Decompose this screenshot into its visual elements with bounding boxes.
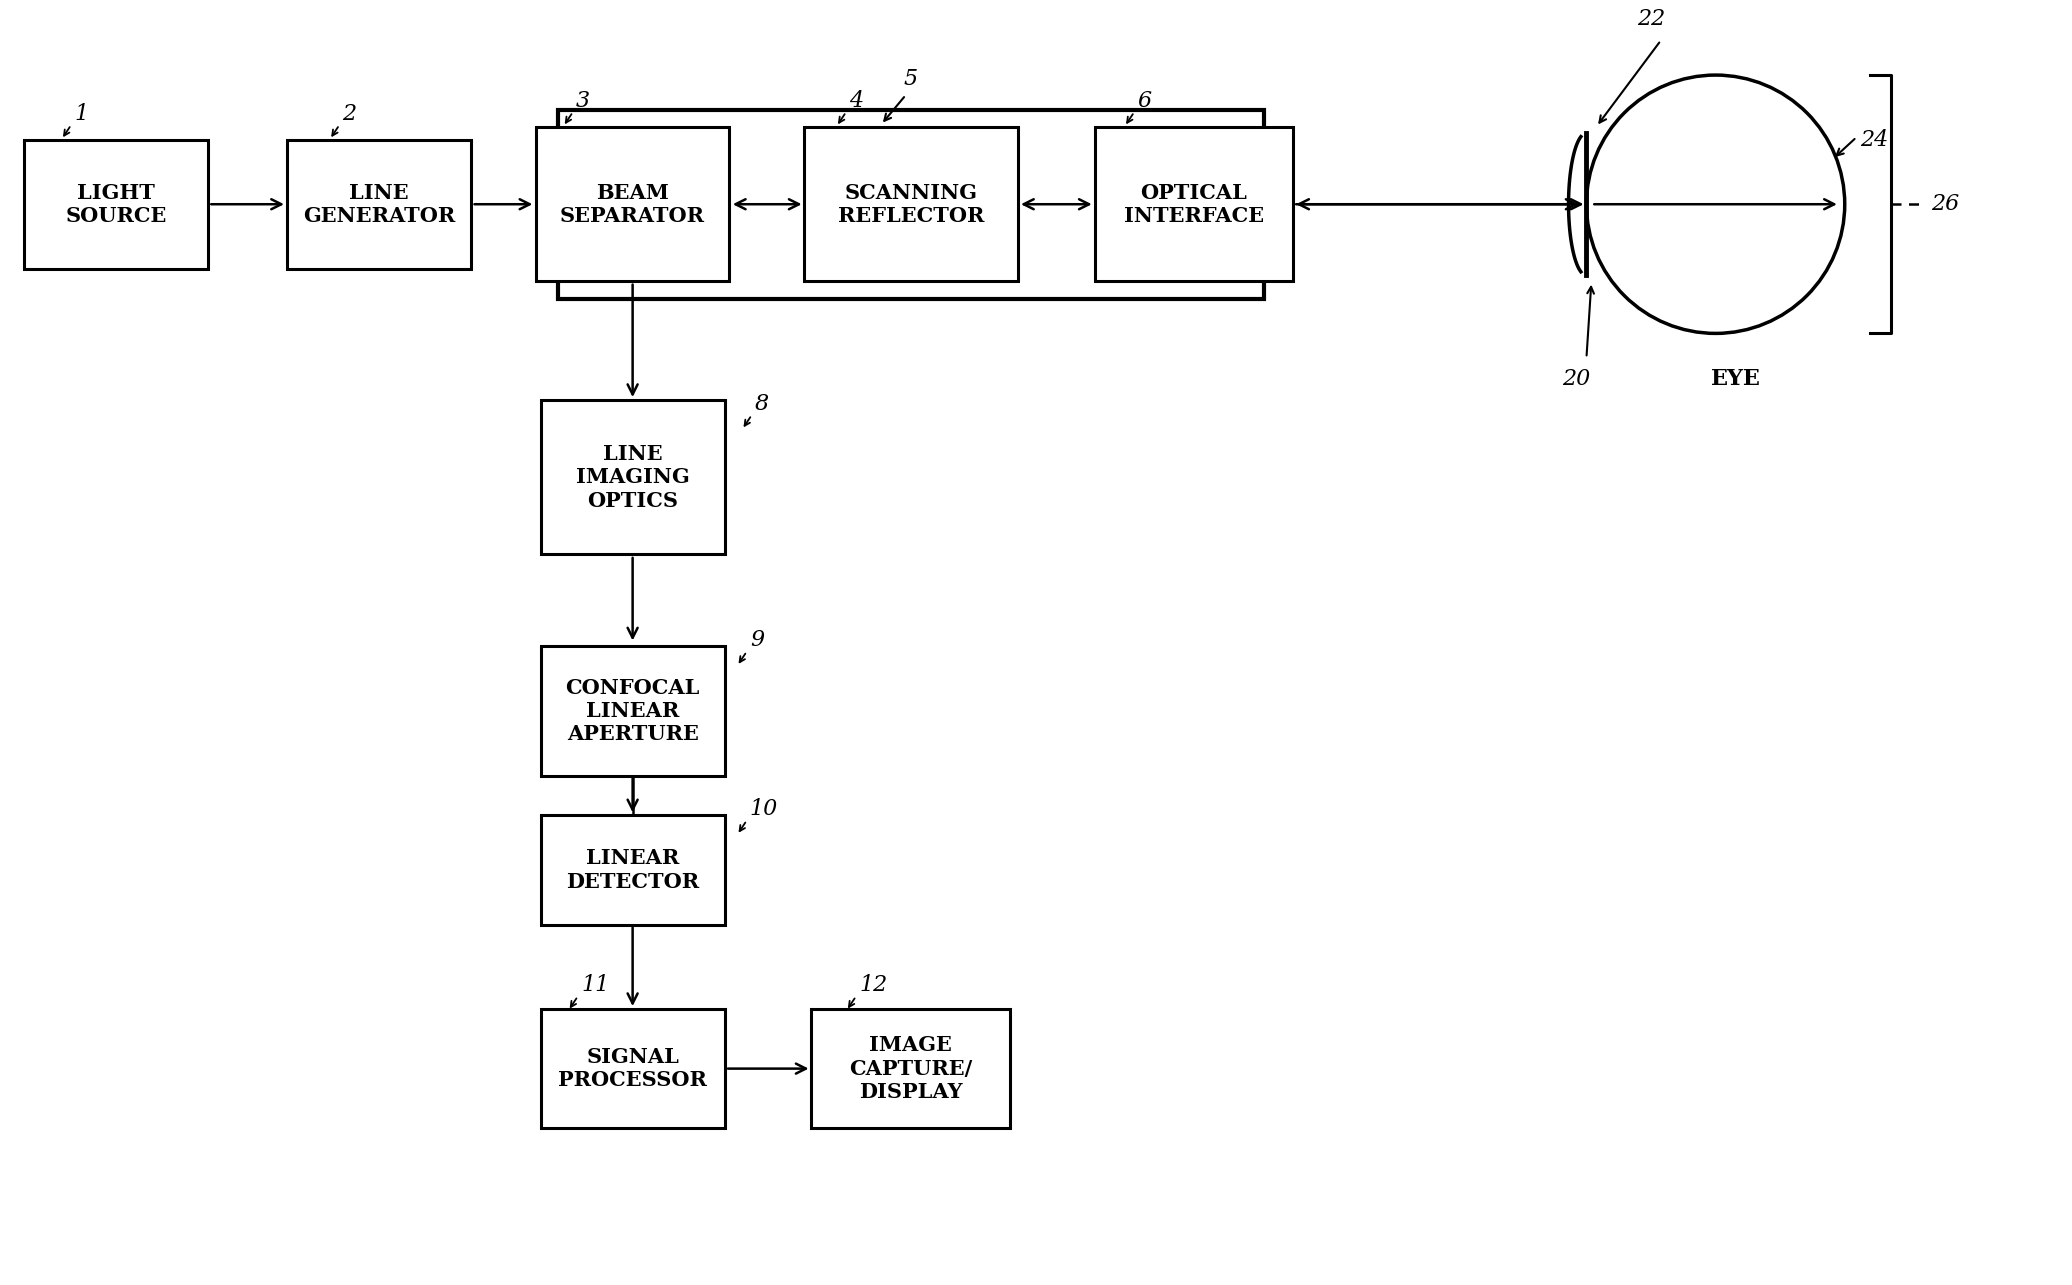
Text: 11: 11 xyxy=(580,974,609,996)
Text: IMAGE
CAPTURE/
DISPLAY: IMAGE CAPTURE/ DISPLAY xyxy=(850,1036,972,1101)
Text: 9: 9 xyxy=(750,630,765,651)
Text: EYE: EYE xyxy=(1711,369,1761,391)
Text: LINE
GENERATOR: LINE GENERATOR xyxy=(303,182,456,226)
Text: 1: 1 xyxy=(75,103,89,125)
Text: LIGHT
SOURCE: LIGHT SOURCE xyxy=(66,182,166,226)
Bar xyxy=(557,109,1264,298)
Text: 5: 5 xyxy=(903,68,918,90)
Text: 24: 24 xyxy=(1861,128,1888,150)
Bar xyxy=(541,1009,725,1128)
Bar xyxy=(541,401,725,554)
Bar xyxy=(804,127,1017,281)
Bar xyxy=(288,140,470,269)
Bar xyxy=(1094,127,1293,281)
Text: 20: 20 xyxy=(1562,369,1591,391)
Bar xyxy=(541,815,725,924)
Text: 6: 6 xyxy=(1138,90,1152,112)
Text: LINE
IMAGING
OPTICS: LINE IMAGING OPTICS xyxy=(576,445,690,510)
Text: 2: 2 xyxy=(342,103,356,125)
Bar xyxy=(541,646,725,776)
Text: OPTICAL
INTERFACE: OPTICAL INTERFACE xyxy=(1123,182,1264,226)
Text: 8: 8 xyxy=(754,393,769,415)
Text: 26: 26 xyxy=(1931,193,1960,215)
Text: 12: 12 xyxy=(860,974,887,996)
Bar xyxy=(25,140,207,269)
Text: SCANNING
REFLECTOR: SCANNING REFLECTOR xyxy=(837,182,984,226)
Text: CONFOCAL
LINEAR
APERTURE: CONFOCAL LINEAR APERTURE xyxy=(566,677,700,744)
Text: 22: 22 xyxy=(1637,9,1666,31)
Text: LINEAR
DETECTOR: LINEAR DETECTOR xyxy=(566,848,698,892)
Text: SIGNAL
PROCESSOR: SIGNAL PROCESSOR xyxy=(557,1047,707,1090)
Bar xyxy=(537,127,729,281)
Text: 4: 4 xyxy=(850,90,864,112)
Text: BEAM
SEPARATOR: BEAM SEPARATOR xyxy=(559,182,704,226)
Text: 10: 10 xyxy=(750,798,779,820)
Bar xyxy=(812,1009,1011,1128)
Text: 3: 3 xyxy=(576,90,591,112)
